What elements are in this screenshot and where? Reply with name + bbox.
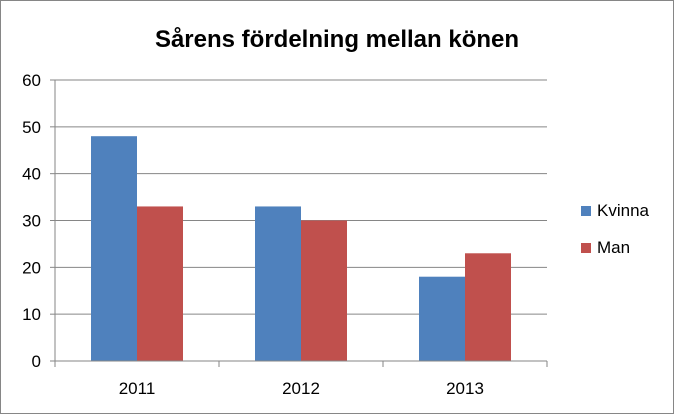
axes: 0 10 20 30 40 50 60 2011 2012 2013 [22, 71, 548, 398]
y-tick-label: 50 [22, 118, 41, 137]
bars [91, 136, 511, 361]
legend-swatch-kvinna [581, 206, 591, 216]
bar-kvinna-2011 [91, 136, 137, 361]
y-tick-label: 20 [22, 258, 41, 277]
y-tick-label: 30 [22, 212, 41, 231]
bar-man-2013 [465, 253, 511, 361]
y-tick-label: 10 [22, 305, 41, 324]
chart-title: Sårens fördelning mellan könen [155, 26, 519, 53]
legend: Kvinna Man [581, 201, 650, 257]
x-tick-label: 2013 [446, 379, 484, 398]
y-tick-label: 0 [32, 352, 41, 371]
legend-label-kvinna: Kvinna [597, 201, 650, 220]
legend-swatch-man [581, 243, 591, 253]
bar-man-2012 [301, 220, 347, 361]
x-tick-label: 2011 [119, 379, 156, 398]
x-tick-label: 2012 [282, 379, 320, 398]
y-tick-label: 40 [22, 165, 41, 184]
bar-kvinna-2013 [419, 276, 465, 361]
legend-label-man: Man [597, 238, 630, 257]
y-tick-label: 60 [22, 71, 41, 90]
bar-man-2011 [137, 206, 183, 361]
bar-kvinna-2012 [255, 206, 301, 361]
